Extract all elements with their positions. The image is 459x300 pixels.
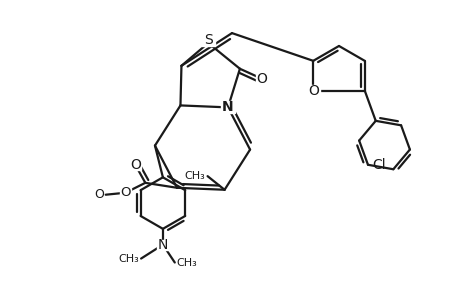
Bar <box>157 240 168 250</box>
Bar <box>119 188 131 198</box>
Text: O: O <box>94 188 103 201</box>
Bar <box>129 160 141 170</box>
Bar <box>221 101 235 113</box>
Text: CH₃: CH₃ <box>118 254 139 264</box>
Bar <box>201 34 215 46</box>
Text: CH₃: CH₃ <box>185 171 205 181</box>
Bar <box>306 85 319 97</box>
Text: CH₃: CH₃ <box>176 257 197 268</box>
Bar <box>255 74 267 84</box>
Text: O: O <box>120 186 130 199</box>
Text: O: O <box>130 158 140 172</box>
Text: Cl: Cl <box>371 158 385 172</box>
Text: N: N <box>222 100 233 114</box>
Text: O: O <box>256 72 267 86</box>
Text: S: S <box>203 33 212 47</box>
Text: N: N <box>157 238 168 252</box>
Text: O: O <box>307 84 318 98</box>
